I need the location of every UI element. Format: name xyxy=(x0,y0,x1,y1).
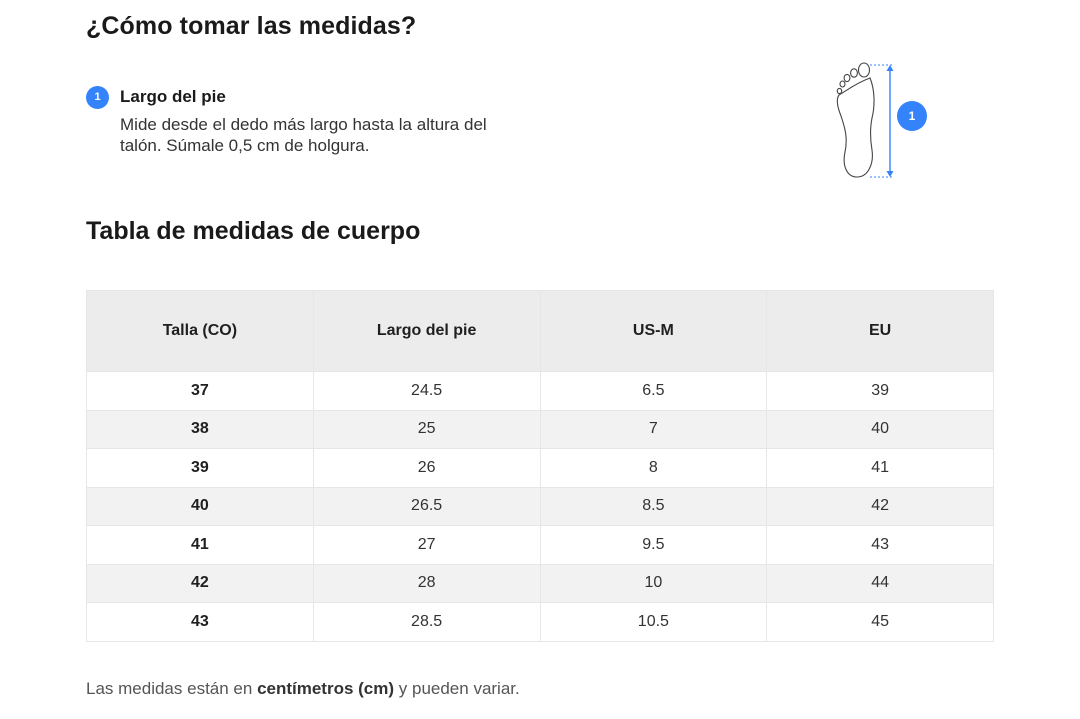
units-note-bold: centímetros (cm) xyxy=(257,679,395,698)
cell-largo: 24.5 xyxy=(312,371,541,411)
foot-measure-illustration xyxy=(836,62,927,178)
cell-talla: 37 xyxy=(86,371,314,411)
cell-us: 8 xyxy=(539,448,768,488)
cell-eu: 41 xyxy=(766,448,994,488)
cell-us: 8.5 xyxy=(539,486,768,526)
measure-marker-badge xyxy=(897,101,927,131)
table-row: 37 24.5 6.5 39 xyxy=(86,371,994,411)
table-row: 43 28.5 10.5 45 xyxy=(86,602,994,642)
measure-arrow-icon xyxy=(870,64,894,178)
measure-title: ¿Cómo tomar las medidas? xyxy=(86,12,417,40)
cell-largo: 28 xyxy=(312,563,541,603)
cell-talla: 42 xyxy=(86,563,314,603)
cell-talla: 38 xyxy=(86,409,314,449)
table-row: 39 26 8 41 xyxy=(86,448,994,488)
cell-talla: 41 xyxy=(86,525,314,565)
units-note-after: y pueden variar. xyxy=(394,679,520,698)
units-note-before: Las medidas están en xyxy=(86,679,258,698)
cell-talla: 40 xyxy=(86,486,314,526)
step-number-badge: 1 xyxy=(86,86,109,109)
cell-largo: 25 xyxy=(312,409,541,449)
table-row: 41 27 9.5 43 xyxy=(86,525,994,565)
cell-us: 7 xyxy=(539,409,768,449)
foot-outline-icon xyxy=(836,62,875,178)
cell-eu: 39 xyxy=(766,371,994,411)
table-row: 42 28 10 44 xyxy=(86,563,994,603)
table-row: 38 25 7 40 xyxy=(86,409,994,449)
cell-talla: 39 xyxy=(86,448,314,488)
cell-largo: 26 xyxy=(312,448,541,488)
cell-us: 10 xyxy=(539,563,768,603)
step-description: Mide desde el dedo más largo hasta la al… xyxy=(120,115,487,155)
measure-marker-number: 1 xyxy=(908,109,916,123)
cell-largo: 26.5 xyxy=(312,486,541,526)
header-largo-pie: Largo del pie xyxy=(312,290,541,372)
size-table-title: Tabla de medidas de cuerpo xyxy=(86,217,421,245)
cell-talla: 43 xyxy=(86,602,314,642)
table-row: 40 26.5 8.5 42 xyxy=(86,486,994,526)
cell-eu: 42 xyxy=(766,486,994,526)
cell-us: 9.5 xyxy=(539,525,768,565)
cell-us: 6.5 xyxy=(539,371,768,411)
cell-largo: 28.5 xyxy=(312,602,541,642)
header-talla-co: Talla (CO) xyxy=(86,290,314,372)
cell-eu: 43 xyxy=(766,525,994,565)
header-us-m: US-M xyxy=(539,290,768,372)
header-eu: EU xyxy=(766,290,994,372)
cell-eu: 45 xyxy=(766,602,994,642)
size-table-header-row: Talla (CO) Largo del pie US-M EU xyxy=(86,290,994,372)
cell-eu: 44 xyxy=(766,563,994,603)
units-note: Las medidas están en centímetros (cm) y … xyxy=(86,679,520,699)
step-title: Largo del pie xyxy=(120,87,226,106)
cell-us: 10.5 xyxy=(539,602,768,642)
cell-largo: 27 xyxy=(312,525,541,565)
cell-eu: 40 xyxy=(766,409,994,449)
size-table: Talla (CO) Largo del pie US-M EU 37 24.5… xyxy=(86,290,994,642)
